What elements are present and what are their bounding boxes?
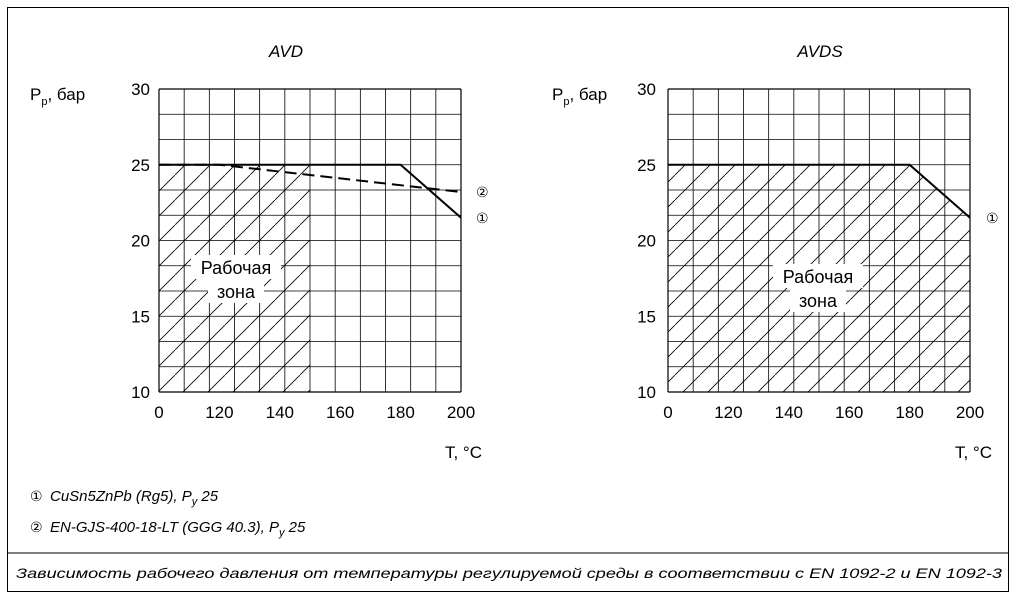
svg-text:Pp, бар: Pp, бар [552,85,607,108]
legend-marker: ② [30,520,43,536]
zone-label: Рабочая [201,258,271,278]
zone-label: Рабочая [783,267,853,287]
legend-text: CuSn5ZnPb (Rg5), Py 25 [50,488,219,508]
y-tick-label: 20 [637,232,656,251]
x-tick-label: 0 [154,403,163,422]
y-tick-label: 25 [637,156,656,175]
y-tick-label: 30 [131,80,150,99]
legend-item-2: ② EN-GJS-400-18-LT (GGG 40.3), Py 25 [30,519,306,539]
chart-title: AVDS [796,42,843,61]
series-marker: ② [476,185,489,201]
series-line-1 [159,163,462,219]
chart-avd: AVD Pp, бар T, °C Рабочая зона ① ② 0 120 140… [30,42,489,462]
x-tick-label: 0 [663,403,672,422]
series-marker: ① [986,211,999,227]
zone-label-bg [790,288,846,312]
legend-item-1: ① CuSn5ZnPb (Rg5), Py 25 [30,488,219,508]
y-tick-label: 25 [131,156,150,175]
x-tick-label: 160 [326,403,354,422]
series-marker: ① [476,211,489,227]
chart-title: AVD [268,42,303,61]
x-tick-label: 200 [447,403,475,422]
legend-marker: ① [30,489,43,505]
zone-label-bg [773,264,863,288]
x-axis-label: T, °C [445,443,482,462]
legend: ① CuSn5ZnPb (Rg5), Py 25 ② EN-GJS-400-18… [30,488,306,539]
zone-label-bg [191,255,281,279]
x-tick-label: 180 [895,403,923,422]
x-tick-label: 200 [956,403,984,422]
y-tick-label: 10 [637,383,656,402]
y-tick-label: 30 [637,80,656,99]
x-tick-label: 180 [386,403,414,422]
zone-label: зона [217,282,256,302]
y-axis-label: Pp, бар [552,85,607,108]
x-tick-label: 140 [266,403,294,422]
legend-text: EN-GJS-400-18-LT (GGG 40.3), Py 25 [50,519,306,539]
y-axis-label: Pp, бар [30,85,85,108]
x-axis-label: T, °C [955,443,992,462]
y-tick-label: 20 [131,232,150,251]
x-tick-label: 120 [205,403,233,422]
x-tick-label: 140 [775,403,803,422]
y-tick-label: 10 [131,383,150,402]
zone-label-bg [208,279,264,303]
x-tick-label: 120 [714,403,742,422]
figure-caption: Зависимость рабочего давления от темпера… [16,565,1002,581]
zone-label: зона [799,291,838,311]
y-tick-label: 15 [637,307,656,326]
series-line-1 [668,163,971,219]
svg-text:Pp, бар: Pp, бар [30,85,85,108]
y-tick-label: 15 [131,307,150,326]
series-line-2 [159,163,462,194]
chart-avds: AVDS Pp, бар T, °C Рабочая зона ① 0 120 140… [552,42,999,462]
x-tick-label: 160 [835,403,863,422]
